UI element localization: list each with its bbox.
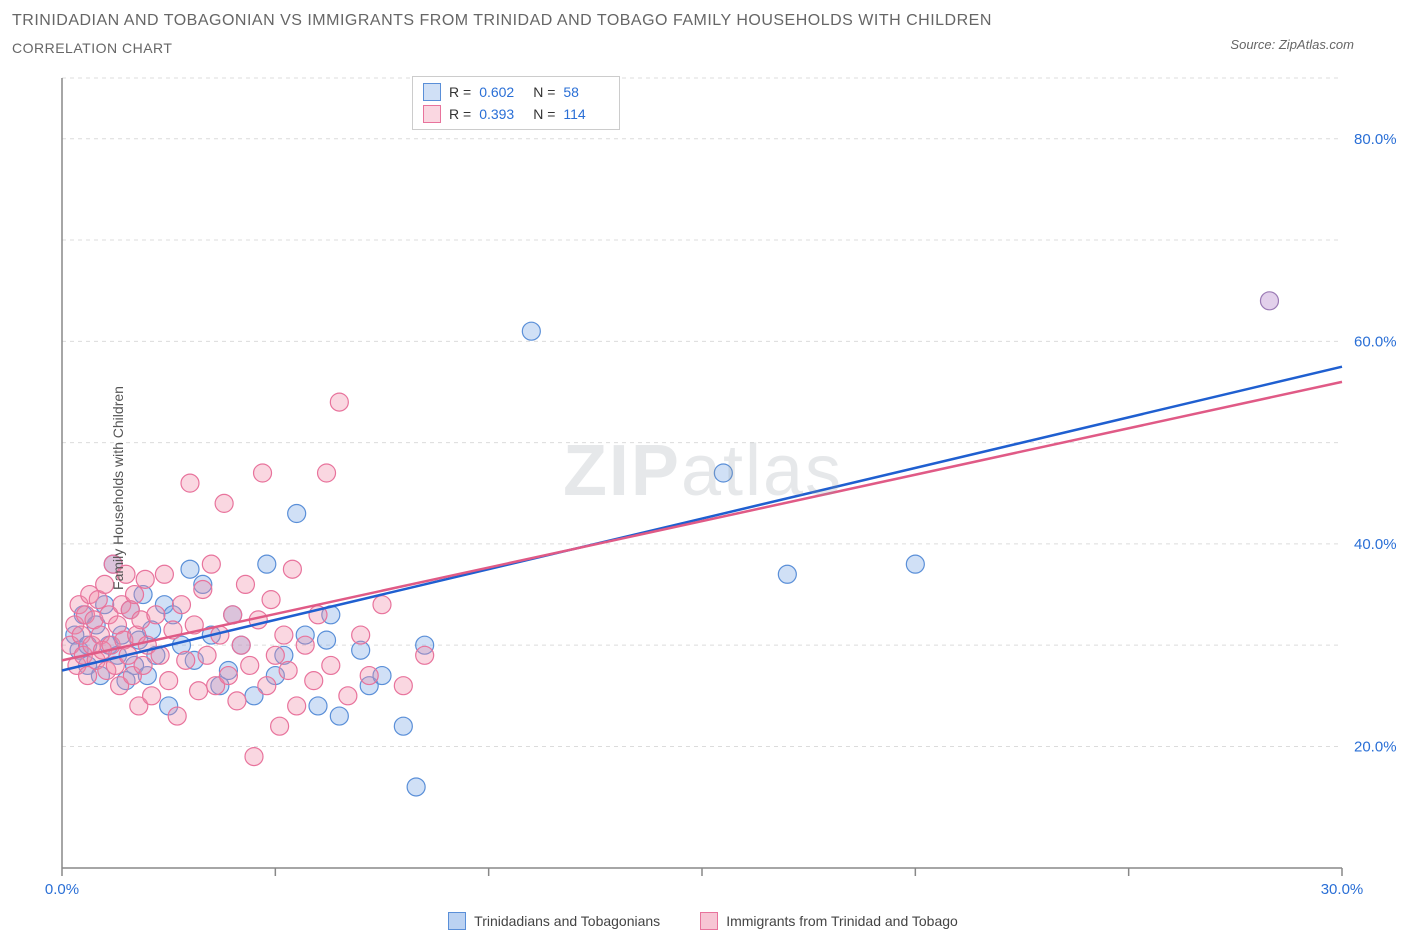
bottom-legend: Trinidadians and Tobagonians Immigrants f… <box>12 912 1394 930</box>
chart-subtitle: CORRELATION CHART <box>12 40 1230 56</box>
source-attribution: Source: ZipAtlas.com <box>1230 37 1394 56</box>
svg-text:60.0%: 60.0% <box>1354 333 1397 350</box>
svg-text:80.0%: 80.0% <box>1354 131 1397 148</box>
legend-item: Immigrants from Trinidad and Tobago <box>700 912 958 930</box>
header: TRINIDADIAN AND TOBAGONIAN VS IMMIGRANTS… <box>12 12 1394 56</box>
legend-item: Trinidadians and Tobagonians <box>448 912 660 930</box>
y-axis-label: Family Households with Children <box>110 386 126 590</box>
svg-text:30.0%: 30.0% <box>1321 881 1364 898</box>
svg-text:40.0%: 40.0% <box>1354 536 1397 553</box>
svg-text:0.0%: 0.0% <box>45 881 79 898</box>
chart-container: Family Households with Children 0.0% 30.0… <box>12 68 1394 908</box>
stats-legend: R =0.602N =58R =0.393N =114 <box>412 76 620 130</box>
scatter-plot: 0.0% 30.0% 20.0% 40.0% 60.0% 80.0% <box>12 68 1406 908</box>
stats-legend-row: R =0.393N =114 <box>423 103 609 125</box>
chart-title: TRINIDADIAN AND TOBAGONIAN VS IMMIGRANTS… <box>12 12 1230 30</box>
svg-text:20.0%: 20.0% <box>1354 738 1397 755</box>
stats-legend-row: R =0.602N =58 <box>423 81 609 103</box>
